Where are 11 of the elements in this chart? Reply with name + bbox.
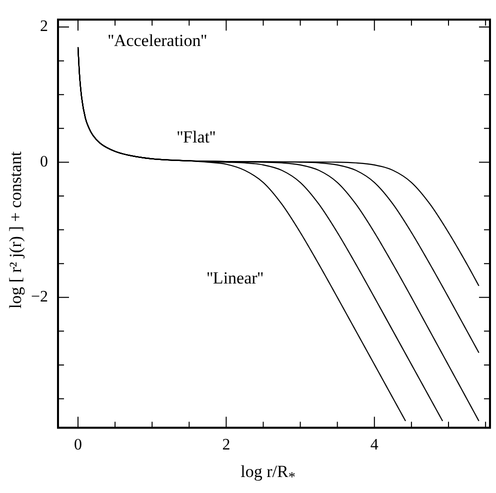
x-tick-label: 0 [74, 436, 82, 454]
y-tick-label: 0 [40, 153, 48, 170]
x-tick-label: 2 [222, 436, 230, 454]
y-tick-label: 2 [40, 18, 48, 36]
annotation: ''Flat'' [176, 127, 216, 146]
x-tick-label: 4 [370, 436, 378, 454]
x-axis-title: log r/R$_{*}$ [240, 462, 296, 486]
annotation: ''Linear'' [206, 268, 264, 288]
y-tick-label: −2 [30, 288, 48, 306]
annotation: ''Acceleration'' [108, 31, 207, 50]
y-axis-title: log [ r² j(r) ] + constant [6, 151, 26, 309]
